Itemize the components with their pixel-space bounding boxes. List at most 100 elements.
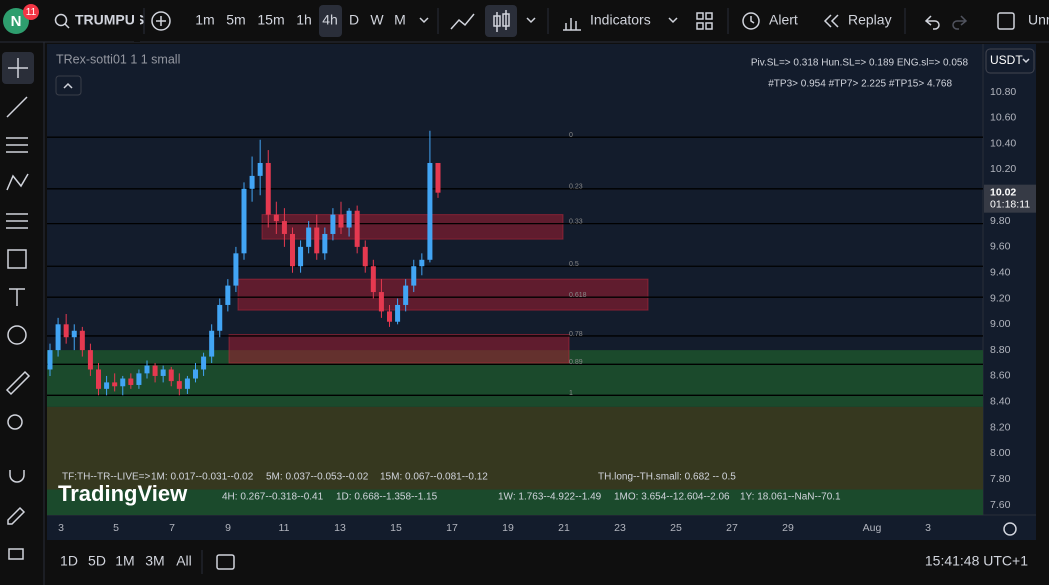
fullscreen[interactable]	[997, 12, 1015, 30]
range-button[interactable]: 1M	[115, 553, 134, 569]
currency-box[interactable]	[985, 48, 1035, 74]
text-tool[interactable]	[9, 288, 25, 306]
interval-menu[interactable]	[419, 17, 429, 24]
forecast-tool[interactable]	[6, 213, 28, 229]
date-tick-label: 3	[58, 522, 64, 534]
candle-body	[104, 382, 110, 389]
price-axis	[983, 44, 1036, 515]
range-button[interactable]: 3M	[145, 553, 164, 569]
interval[interactable]: 1h	[296, 12, 312, 28]
indicators-menu[interactable]	[668, 17, 678, 24]
shape-tool[interactable]	[7, 249, 27, 269]
interval[interactable]: 15m	[257, 12, 284, 28]
info-text: 15M: 0.067--0.081--0.12	[380, 472, 488, 483]
candle-body	[411, 266, 417, 286]
countdown: 01:18:11	[990, 198, 1030, 210]
clock[interactable]: 15:41:48 UTC+1	[925, 553, 1028, 569]
price-tick-label: 8.00	[990, 447, 1011, 459]
layouts[interactable]	[696, 12, 713, 30]
candle-body	[201, 356, 207, 370]
currency-menu	[1022, 58, 1030, 64]
collapse-button[interactable]	[55, 75, 82, 96]
chart-type-line[interactable]	[450, 13, 475, 30]
price-tick-label: 10.80	[990, 86, 1016, 98]
add-symbol	[156, 16, 166, 26]
candles	[47, 130, 441, 396]
trendline-tool[interactable]	[6, 96, 28, 118]
draw-lock[interactable]	[7, 506, 26, 525]
candle-body	[128, 378, 134, 385]
chart-type-active[interactable]	[485, 5, 517, 37]
candle-body	[96, 369, 101, 389]
interval[interactable]: W	[370, 12, 384, 28]
candle-body	[306, 227, 312, 247]
fib-label: 0.33	[569, 218, 583, 225]
date-range-icon[interactable]	[216, 554, 235, 570]
date-tick-label: 29	[782, 522, 794, 534]
interval[interactable]: 4h	[322, 12, 338, 28]
date-tick-label: 25	[670, 522, 682, 534]
interval[interactable]: 1m	[195, 12, 214, 28]
redo[interactable]	[952, 15, 968, 30]
date-tick-label: 19	[502, 522, 514, 534]
candle-body	[112, 382, 118, 387]
currency[interactable]: USDT	[990, 53, 1023, 67]
candle-body	[55, 324, 61, 351]
interval[interactable]: D	[349, 12, 359, 28]
price-tick-label: 9.80	[990, 215, 1011, 227]
candle-body	[193, 369, 198, 379]
fib-label: 0.78	[569, 331, 583, 338]
chart-type-menu[interactable]	[526, 17, 536, 24]
candle-body	[281, 221, 287, 234]
pattern-tool[interactable]	[6, 173, 29, 191]
candle-body	[217, 304, 223, 331]
range-button[interactable]: 5D	[88, 553, 106, 569]
candle-body	[120, 378, 126, 387]
collapse-icon	[63, 82, 73, 89]
price-band	[47, 489, 983, 515]
candle-body	[370, 266, 376, 293]
undo[interactable]	[924, 15, 940, 30]
avatar-letter: N	[11, 13, 22, 30]
price-tick-label: 9.60	[990, 241, 1011, 253]
magnet-tool[interactable]	[9, 470, 25, 483]
lock-tool[interactable]	[8, 548, 24, 560]
info-text: 5M: 0.037--0.053--0.02	[266, 472, 369, 483]
fib-label: 0.89	[569, 359, 583, 366]
fib-label: 0.618	[569, 292, 587, 299]
price-tick-label: 10.20	[990, 163, 1016, 175]
symbol[interactable]: TRUMPUS	[75, 12, 144, 28]
search-icon	[64, 23, 70, 29]
avatar[interactable]: N 11	[3, 4, 39, 34]
info-text: TF:TH--TR--LIVE=>	[62, 472, 150, 483]
interval[interactable]: M	[394, 12, 406, 28]
zoom-tool[interactable]	[7, 414, 23, 430]
candle-body	[209, 330, 215, 357]
candle-body	[403, 285, 409, 305]
add-symbol[interactable]	[151, 11, 171, 31]
search-icon[interactable]	[54, 13, 68, 27]
fib-tool[interactable]	[6, 137, 28, 153]
last-price: 10.02	[990, 186, 1016, 198]
alert-button[interactable]: Alert	[769, 12, 798, 28]
interval-active	[319, 5, 342, 37]
emoji-tool[interactable]	[7, 325, 27, 345]
candle-body	[330, 214, 336, 234]
range-button[interactable]: 1D	[60, 553, 78, 569]
candle-body	[338, 214, 344, 228]
candle-body	[298, 246, 304, 267]
badge-count: 11	[26, 7, 37, 18]
range-button[interactable]: All	[176, 553, 192, 569]
date-tick-label: 5	[113, 522, 119, 534]
cut-label[interactable]: Unr	[1028, 12, 1049, 28]
settings[interactable]	[1003, 522, 1017, 536]
replay-button[interactable]: Replay	[848, 12, 892, 28]
measure-tool[interactable]	[5, 370, 31, 396]
date-tick-label: 7	[169, 522, 175, 534]
price-tick-label: 9.00	[990, 318, 1011, 330]
candle-body	[63, 324, 69, 338]
indicators-button[interactable]: Indicators	[590, 12, 651, 28]
price-tick-label: 7.60	[990, 499, 1011, 511]
interval[interactable]: 5m	[226, 12, 245, 28]
